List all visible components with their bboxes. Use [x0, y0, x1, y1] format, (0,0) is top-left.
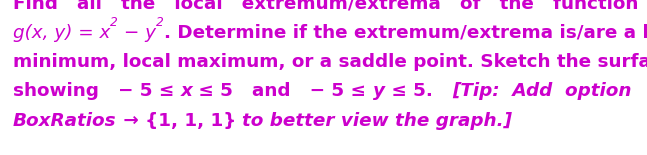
Text: x: x [181, 82, 193, 100]
Text: 2: 2 [156, 16, 164, 29]
Text: ≤ 5   and   − 5 ≤: ≤ 5 and − 5 ≤ [193, 82, 373, 100]
Text: y: y [373, 82, 385, 100]
Text: minimum, local maximum, or a saddle point. Sketch the surface,: minimum, local maximum, or a saddle poin… [13, 53, 647, 71]
Text: 2: 2 [111, 16, 118, 29]
Text: [Tip:  Add  option: [Tip: Add option [452, 82, 631, 100]
Text: showing   − 5 ≤: showing − 5 ≤ [13, 82, 181, 100]
Text: ≤ 5.: ≤ 5. [385, 82, 452, 100]
Text: Find   all   the   local   extremum/extrema   of   the   function: Find all the local extremum/extrema of t… [13, 0, 639, 12]
Text: − y: − y [118, 24, 156, 42]
Text: to better view the graph.]: to better view the graph.] [242, 112, 512, 130]
Text: BoxRatios: BoxRatios [13, 112, 116, 130]
Text: . Determine if the extremum/extrema is/are a local: . Determine if the extremum/extrema is/a… [164, 24, 647, 42]
Text: g(x, y) = x: g(x, y) = x [13, 24, 111, 42]
Text: → {1, 1, 1}: → {1, 1, 1} [116, 112, 242, 130]
